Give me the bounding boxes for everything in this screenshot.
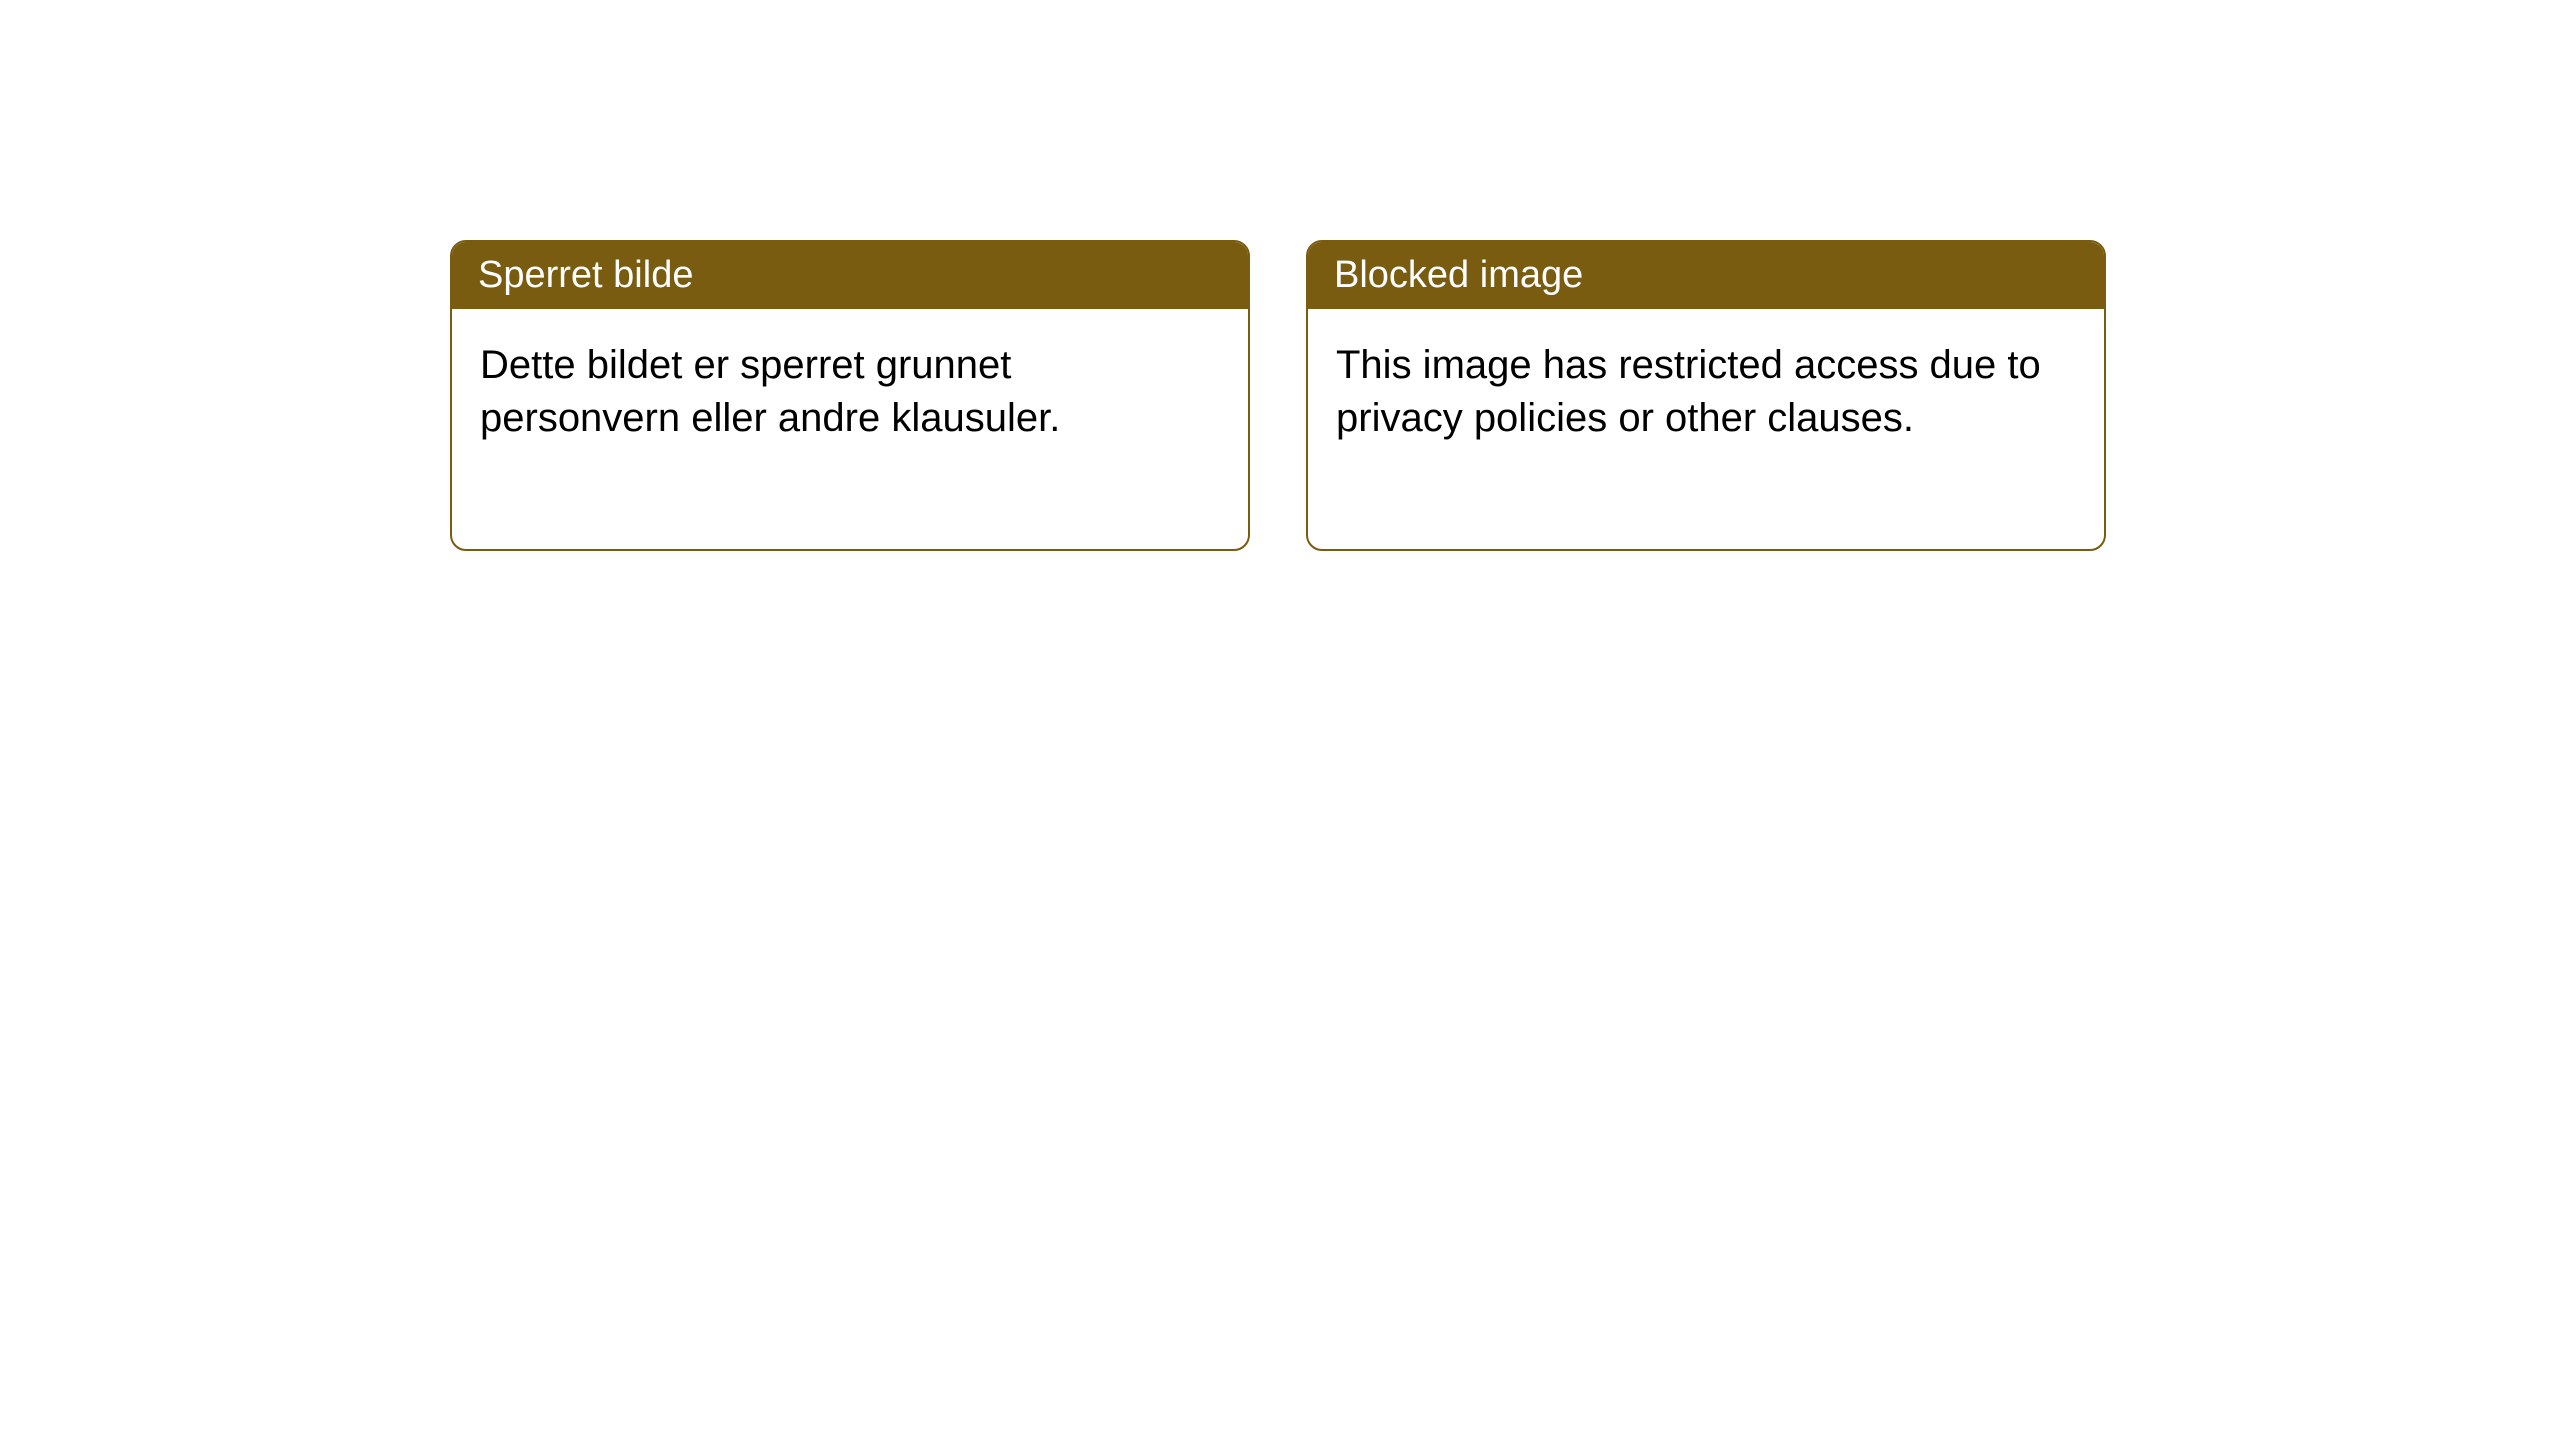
notice-container: Sperret bilde Dette bildet er sperret gr… bbox=[450, 240, 2106, 551]
notice-text-english: This image has restricted access due to … bbox=[1336, 343, 2041, 440]
notice-title-english: Blocked image bbox=[1334, 254, 1583, 296]
notice-body-english: This image has restricted access due to … bbox=[1308, 309, 2104, 549]
notice-box-norwegian: Sperret bilde Dette bildet er sperret gr… bbox=[450, 240, 1250, 551]
notice-header-english: Blocked image bbox=[1308, 242, 2104, 309]
notice-header-norwegian: Sperret bilde bbox=[452, 242, 1248, 309]
notice-body-norwegian: Dette bildet er sperret grunnet personve… bbox=[452, 309, 1248, 549]
notice-text-norwegian: Dette bildet er sperret grunnet personve… bbox=[480, 343, 1060, 440]
notice-box-english: Blocked image This image has restricted … bbox=[1306, 240, 2106, 551]
notice-title-norwegian: Sperret bilde bbox=[478, 254, 693, 296]
